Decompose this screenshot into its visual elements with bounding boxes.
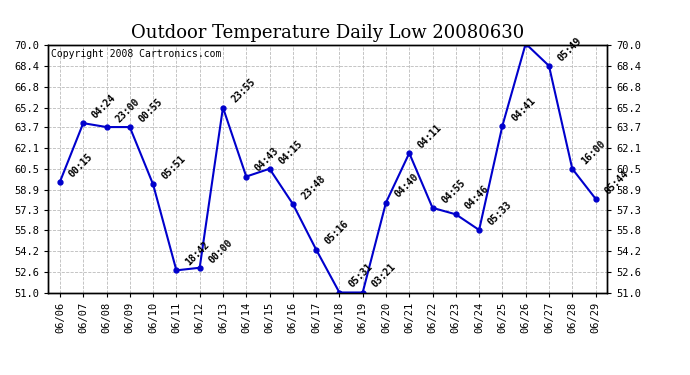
Text: 05:33: 05:33 (486, 200, 514, 227)
Text: 04:24: 04:24 (90, 93, 118, 120)
Text: Copyright 2008 Cartronics.com: Copyright 2008 Cartronics.com (51, 49, 221, 59)
Text: 04:41: 04:41 (509, 95, 538, 123)
Text: 05:51: 05:51 (160, 154, 188, 182)
Text: 04:11: 04:11 (416, 123, 444, 150)
Text: 18:42: 18:42 (184, 240, 211, 268)
Text: 03:21: 03:21 (370, 262, 397, 290)
Text: 04:55: 04:55 (440, 177, 467, 205)
Text: 23:55: 23:55 (230, 77, 258, 105)
Text: 05:44: 05:44 (602, 168, 631, 196)
Text: 04:46: 04:46 (463, 184, 491, 211)
Text: 04:15: 04:15 (277, 138, 304, 166)
Text: 23:00: 23:00 (113, 96, 141, 124)
Text: 05:49: 05:49 (556, 35, 584, 63)
Text: 04:43: 04:43 (253, 146, 281, 174)
Text: 00:15: 00:15 (67, 151, 95, 179)
Text: 23:48: 23:48 (299, 173, 328, 201)
Text: 04:40: 04:40 (393, 172, 421, 200)
Text: 00:00: 00:00 (206, 237, 235, 265)
Text: 05:31: 05:31 (346, 262, 374, 290)
Text: 05:16: 05:16 (323, 219, 351, 247)
Text: 01:03: 01:03 (0, 374, 1, 375)
Title: Outdoor Temperature Daily Low 20080630: Outdoor Temperature Daily Low 20080630 (131, 24, 524, 42)
Text: 00:55: 00:55 (137, 96, 165, 124)
Text: 16:00: 16:00 (579, 138, 607, 166)
